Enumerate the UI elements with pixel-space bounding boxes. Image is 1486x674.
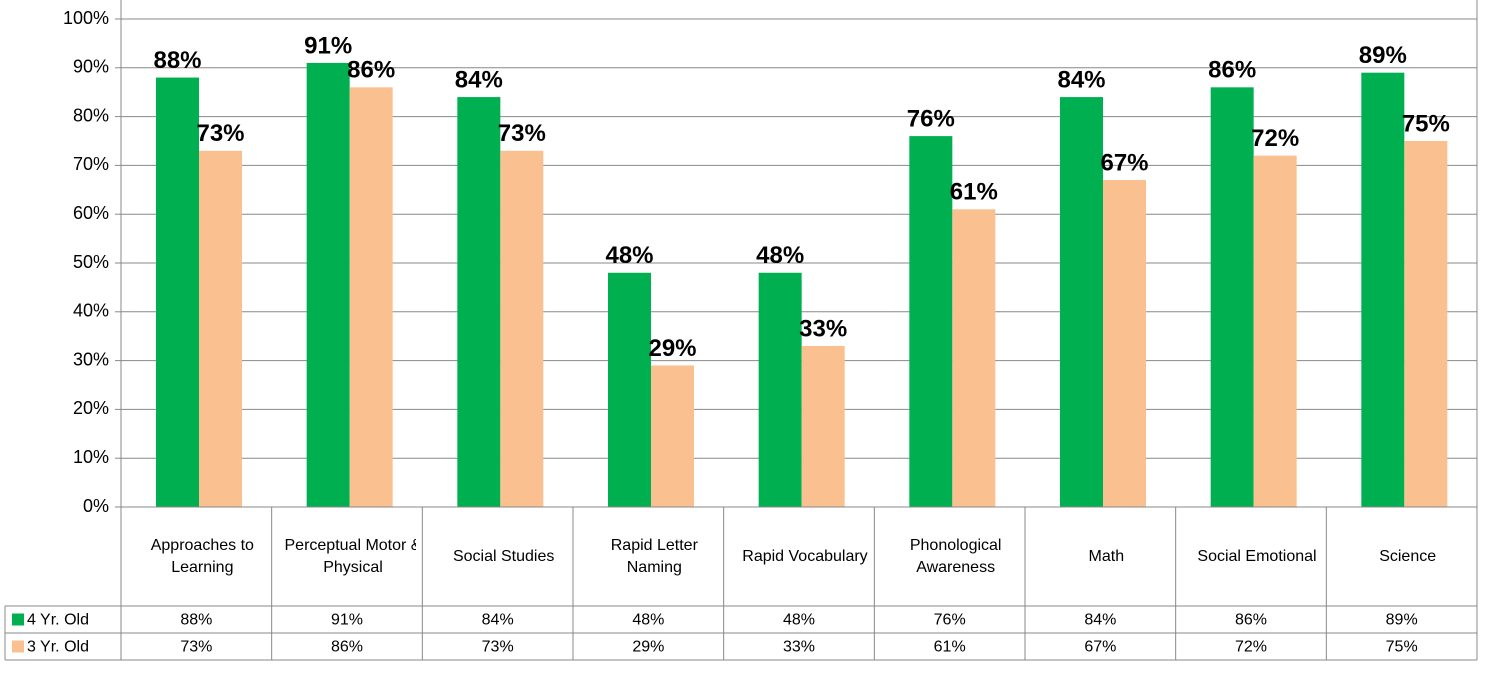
y-tick-label: 10% (73, 447, 109, 467)
bar (156, 77, 199, 507)
x-tick-label: Phonological Awareness (909, 536, 1002, 576)
x-tick-label: Social Studies (452, 547, 555, 565)
bar (801, 345, 845, 507)
table-cell: 73% (482, 639, 514, 656)
x-tick-label: Math (1088, 547, 1125, 565)
bar (199, 150, 242, 507)
data-label: 91% (304, 32, 352, 59)
category-cell: Social Emotional (1197, 547, 1317, 565)
category-cell: Rapid Letter Naming (610, 536, 698, 576)
bar (1404, 141, 1448, 507)
legend-label: 4 Yr. Old (27, 612, 89, 629)
category-cell: Phonological Awareness (909, 536, 1002, 576)
data-label: 88% (153, 47, 201, 74)
legend-label: 3 Yr. Old (27, 639, 89, 656)
category-cell: Math (1088, 547, 1125, 565)
legend-swatch (12, 640, 24, 653)
y-tick-label: 80% (73, 105, 109, 125)
table-cell: 29% (632, 639, 664, 656)
table-cell: 84% (1084, 612, 1116, 629)
category-cell: Perceptual Motor & Physical (284, 536, 417, 576)
data-label: 48% (756, 242, 804, 269)
bar (457, 97, 501, 507)
y-tick-label: 20% (73, 398, 109, 418)
data-label: 73% (196, 120, 244, 147)
bar (1253, 155, 1297, 507)
category-cell: Approaches to Learning (150, 536, 254, 576)
table-cell: 33% (783, 639, 815, 656)
data-label: 75% (1402, 110, 1450, 137)
table-cell: 73% (180, 639, 212, 656)
x-tick-label: Science (1379, 547, 1437, 565)
data-label: 89% (1359, 42, 1407, 69)
table-cell: 61% (934, 639, 966, 656)
table-cell: 72% (1235, 639, 1267, 656)
y-tick-label: 0% (83, 496, 109, 516)
data-label: 29% (648, 335, 696, 362)
data-label: 73% (498, 120, 546, 147)
category-cell: Science (1379, 547, 1437, 565)
bar (1060, 97, 1103, 507)
data-label: 76% (907, 105, 955, 132)
bar (1103, 180, 1146, 508)
bar (952, 209, 996, 507)
table-cell: 84% (482, 612, 514, 629)
bar (1361, 72, 1405, 508)
table-cell: 67% (1084, 639, 1116, 656)
bar (909, 136, 953, 507)
data-label: 48% (605, 242, 653, 269)
table-cell: 88% (180, 612, 212, 629)
bar (349, 87, 393, 507)
data-label: 86% (1208, 57, 1256, 84)
data-label: 67% (1100, 149, 1148, 176)
y-tick-label: 70% (73, 154, 109, 174)
data-label: 84% (455, 66, 503, 93)
y-tick-label: 50% (73, 252, 109, 272)
bar (608, 272, 651, 507)
bar (306, 62, 350, 508)
bar (1210, 87, 1254, 507)
table-cell: 86% (1235, 612, 1267, 629)
table-cell: 89% (1386, 612, 1418, 629)
table-cell: 48% (632, 612, 664, 629)
data-label: 33% (799, 315, 847, 342)
x-tick-label: Rapid Letter Naming (610, 536, 698, 576)
x-tick-label: Approaches to Learning (150, 536, 254, 576)
table-cell: 91% (331, 612, 363, 629)
data-label: 72% (1251, 125, 1299, 152)
category-cell: Social Studies (452, 547, 555, 565)
y-tick-label: 100% (63, 8, 109, 28)
x-tick-label: Social Emotional (1197, 547, 1317, 565)
y-tick-label: 30% (73, 349, 109, 369)
y-tick-label: 90% (73, 57, 109, 77)
bar (758, 272, 802, 507)
y-tick-label: 60% (73, 203, 109, 223)
category-cell: Rapid Vocabulary (742, 547, 868, 565)
table-cell: 76% (934, 612, 966, 629)
y-tick-label: 40% (73, 301, 109, 321)
x-tick-label: Perceptual Motor & Physical (284, 536, 417, 576)
x-tick-label: Rapid Vocabulary (742, 547, 868, 565)
bar (500, 150, 544, 507)
data-label: 61% (950, 179, 998, 206)
table-cell: 75% (1386, 639, 1418, 656)
legend-swatch (12, 613, 24, 626)
data-label: 84% (1057, 66, 1105, 93)
bar (651, 365, 694, 507)
table-cell: 48% (783, 612, 815, 629)
data-label: 86% (347, 57, 395, 84)
table-cell: 86% (331, 639, 363, 656)
